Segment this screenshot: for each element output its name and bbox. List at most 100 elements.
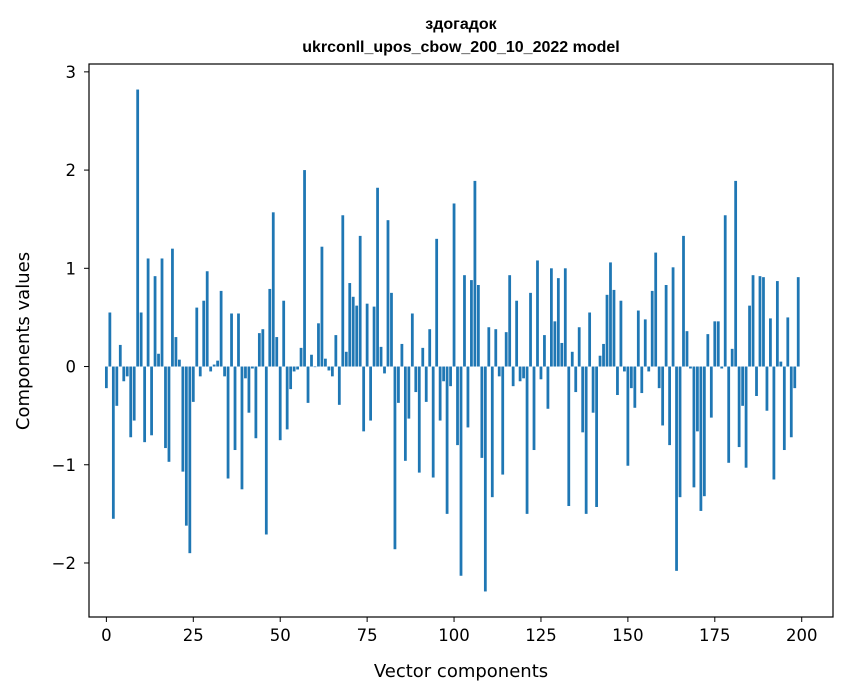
bar xyxy=(675,366,678,571)
bar xyxy=(567,366,571,507)
bar xyxy=(178,359,181,367)
bar xyxy=(741,366,744,406)
bar xyxy=(748,305,751,367)
bar xyxy=(136,89,140,367)
bar xyxy=(476,285,480,367)
x-tick-label: 25 xyxy=(183,626,204,645)
bar xyxy=(390,292,393,367)
bar xyxy=(292,366,296,372)
bar xyxy=(626,366,630,466)
bar xyxy=(560,342,564,367)
bar xyxy=(779,361,783,367)
bar xyxy=(737,366,741,448)
bar xyxy=(629,366,633,389)
bar xyxy=(734,180,738,367)
bar xyxy=(772,366,776,480)
bar xyxy=(556,278,560,367)
bar xyxy=(219,290,223,367)
bar xyxy=(501,366,505,475)
bar xyxy=(306,366,310,403)
x-axis-label: Vector components xyxy=(374,661,548,682)
bar xyxy=(515,300,519,367)
bar xyxy=(216,360,220,367)
bar xyxy=(414,366,418,393)
bar xyxy=(536,260,539,367)
bar xyxy=(466,366,470,428)
bar xyxy=(522,366,525,379)
bar xyxy=(449,366,452,387)
chart-subtitle: ukrconll_upos_cbow_200_10_2022 model xyxy=(302,39,619,56)
bar xyxy=(602,343,605,367)
bar xyxy=(428,329,432,367)
bar xyxy=(191,366,195,402)
bar xyxy=(167,366,171,462)
bar xyxy=(261,329,265,367)
bar xyxy=(793,366,797,389)
bar xyxy=(230,313,233,367)
bar xyxy=(146,258,150,367)
bar xyxy=(647,366,651,372)
bar xyxy=(532,366,536,451)
bar xyxy=(209,366,213,372)
bar xyxy=(410,313,414,367)
bar xyxy=(574,366,578,393)
bar xyxy=(744,366,748,468)
bar xyxy=(171,248,174,367)
bar xyxy=(518,366,522,382)
bar xyxy=(268,288,272,367)
bar xyxy=(289,366,293,390)
x-tick-label: 175 xyxy=(699,626,731,645)
bar xyxy=(682,235,685,367)
bar xyxy=(550,268,553,367)
bar xyxy=(706,334,710,367)
bar xyxy=(205,271,209,367)
bar xyxy=(139,312,143,367)
bar xyxy=(417,366,421,473)
y-tick-label: 0 xyxy=(66,358,77,377)
bar xyxy=(365,303,369,367)
bar xyxy=(132,366,136,421)
bar xyxy=(678,366,682,498)
bar xyxy=(595,366,598,507)
bar xyxy=(529,292,532,367)
bar xyxy=(184,366,188,526)
bar xyxy=(789,366,793,438)
bars-group xyxy=(104,89,800,592)
bar xyxy=(730,348,734,367)
bar xyxy=(751,275,755,367)
bar xyxy=(709,366,713,418)
bar xyxy=(702,366,706,497)
bar xyxy=(762,277,765,367)
bar xyxy=(689,366,692,369)
bar xyxy=(716,321,720,367)
bar xyxy=(591,366,595,413)
bar xyxy=(104,366,108,389)
bar xyxy=(233,366,237,451)
bar xyxy=(372,306,376,367)
plot-frame xyxy=(88,63,834,618)
bar xyxy=(650,290,654,367)
bar xyxy=(699,366,703,511)
bar xyxy=(640,366,644,394)
bar xyxy=(337,366,341,405)
bar xyxy=(546,366,550,409)
bar xyxy=(424,366,428,402)
bar xyxy=(244,366,247,379)
bar xyxy=(348,283,352,367)
bar xyxy=(164,366,167,449)
bar xyxy=(539,366,543,380)
bar xyxy=(442,366,446,382)
bar xyxy=(511,366,515,387)
bar xyxy=(115,366,119,406)
bar xyxy=(577,327,581,367)
y-tick-label: 2 xyxy=(66,161,77,180)
bar xyxy=(755,366,758,396)
x-tick-label: 0 xyxy=(101,626,112,645)
bar xyxy=(619,300,623,367)
bar xyxy=(275,337,279,367)
bar xyxy=(111,366,115,519)
bar xyxy=(181,366,185,472)
bar xyxy=(431,366,435,478)
bar xyxy=(769,318,772,367)
bar xyxy=(668,366,671,446)
